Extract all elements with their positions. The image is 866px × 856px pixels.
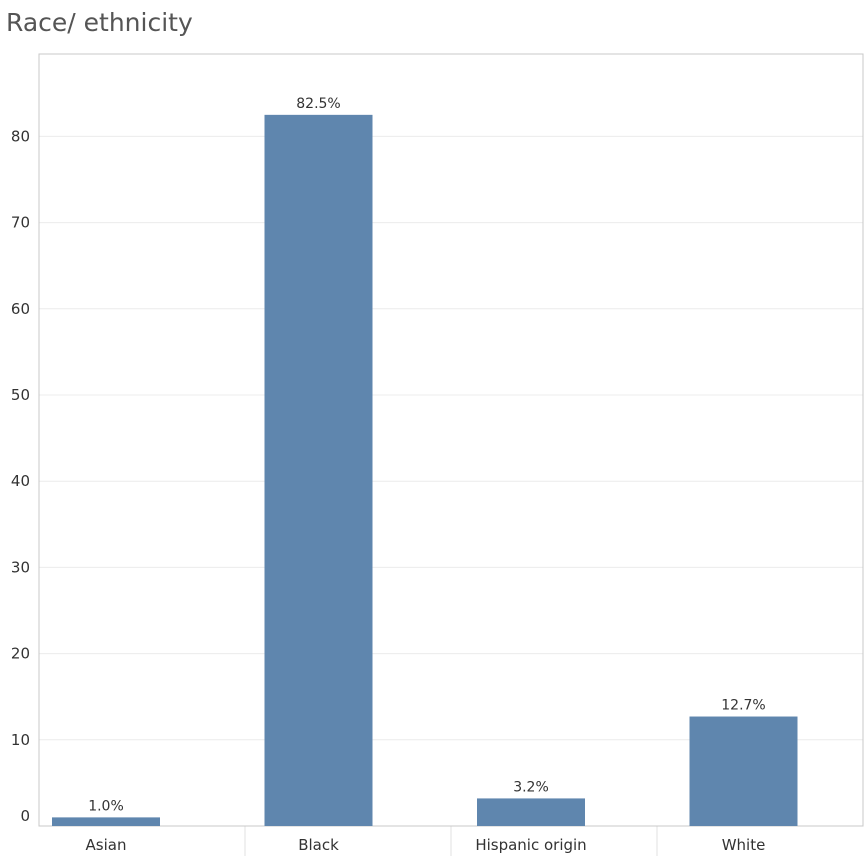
y-tick-label: 30: [11, 558, 30, 576]
y-tick-label: 60: [11, 300, 30, 318]
x-category-label: Asian: [86, 836, 127, 854]
bar: [689, 716, 798, 826]
chart-title: Race/ ethnicity: [6, 8, 193, 37]
data-labels: 1.0% 82.5% 3.2% 12.7%: [88, 96, 766, 815]
y-axis-ticks: 0 10 20 30 40 50 60 70 80: [11, 127, 30, 825]
bars: [52, 114, 798, 827]
bar: [52, 817, 160, 826]
y-tick-label: 50: [11, 386, 30, 404]
bar-data-label: 12.7%: [721, 698, 765, 714]
bar: [477, 798, 585, 826]
y-tick-label: 80: [11, 127, 30, 145]
bar: [264, 114, 373, 827]
x-axis-categories: Asian Black Hispanic origin White: [86, 836, 766, 854]
x-category-label: Black: [298, 836, 339, 854]
grid-lines: [39, 135, 863, 856]
y-tick-label: 0: [20, 807, 30, 825]
y-tick-label: 70: [11, 214, 30, 232]
y-tick-label: 40: [11, 472, 30, 490]
x-category-label: Hispanic origin: [475, 836, 586, 854]
y-tick-label: 20: [11, 645, 30, 663]
x-category-label: White: [722, 836, 766, 854]
plot-frame: [38, 53, 864, 827]
bar-data-label: 3.2%: [513, 779, 549, 795]
bar-data-label: 82.5%: [296, 96, 340, 112]
bar-data-label: 1.0%: [88, 798, 124, 814]
y-tick-label: 10: [11, 731, 30, 749]
